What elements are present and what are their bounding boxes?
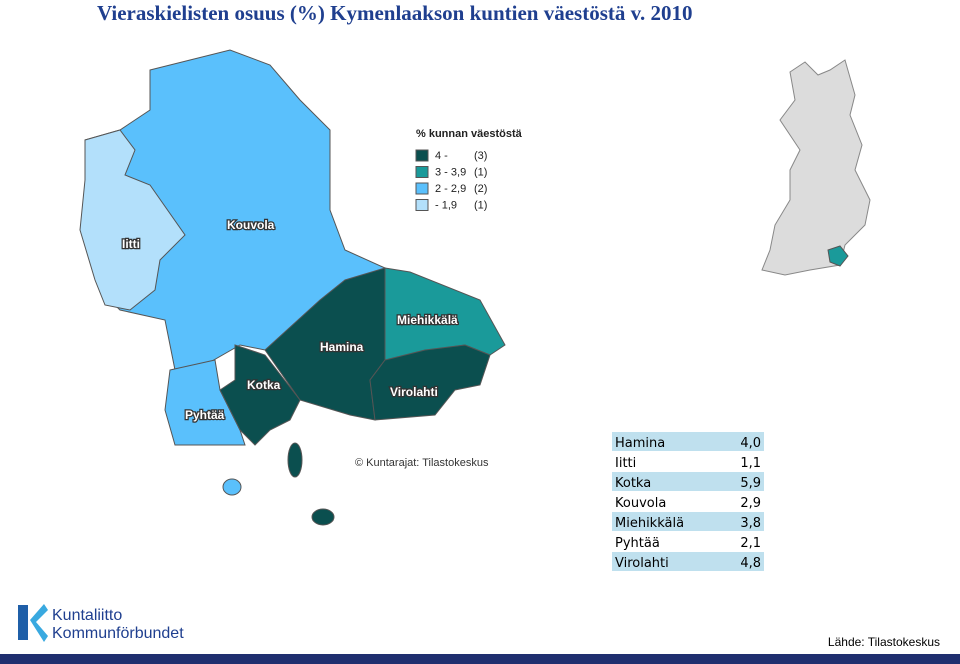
footer-bar	[0, 654, 960, 664]
credit: © Kuntarajat: Tilastokeskus	[355, 457, 489, 469]
source: Lähde: Tilastokeskus	[828, 635, 940, 649]
island	[311, 508, 335, 526]
region-label: Miehikkälä	[397, 313, 458, 327]
region-label: Iitti	[122, 237, 140, 251]
legend-count: (1)	[474, 200, 487, 212]
legend-count: (2)	[474, 183, 487, 195]
logo-text: Kommunförbundet	[52, 625, 184, 642]
table-cell: Hamina	[615, 436, 665, 451]
legend-swatch	[415, 149, 429, 162]
row-background	[612, 512, 764, 531]
legend: % kunnan väestöstä 4 - (3) 3 - 3,9 (1) 2 - 2…	[415, 128, 523, 212]
region-label: Virolahti	[390, 385, 438, 399]
map: Iitti Kouvola Pyhtää Kotka Hamina Miehik…	[79, 49, 506, 526]
legend-range: 3 - 3,9	[435, 167, 466, 179]
table-cell: 1,1	[740, 456, 761, 471]
region-pyhtaa	[164, 359, 246, 446]
region-label: Hamina	[320, 340, 364, 354]
table-cell: 2,1	[740, 536, 761, 551]
finland-inset	[761, 59, 871, 276]
data-table: Hamina 4,0 Iitti 1,1 Kotka 5,9 Kouvola 2,9 Miehi…	[612, 432, 764, 571]
logo-mark	[30, 604, 48, 642]
table-cell: Pyhtää	[615, 536, 660, 551]
table-cell: 3,8	[740, 516, 761, 531]
legend-range: 2 - 2,9	[435, 183, 466, 195]
legend-count: (3)	[474, 150, 487, 162]
table-cell: Miehikkälä	[615, 516, 684, 531]
legend-swatch	[415, 199, 429, 211]
island	[287, 442, 303, 478]
row-background	[612, 472, 764, 491]
region-label: Pyhtää	[185, 408, 225, 422]
table-cell: 4,8	[740, 556, 761, 571]
logo: Kuntaliitto Kommunförbundet	[18, 604, 184, 642]
logo-text: Kuntaliitto	[52, 607, 122, 624]
table-cell: Iitti	[615, 456, 636, 471]
title: Vieraskielisten osuus (%) Kymenlaakson k…	[97, 1, 692, 25]
island	[222, 478, 242, 496]
table-cell: 2,9	[740, 496, 761, 511]
legend-swatch	[415, 166, 429, 178]
legend-count: (1)	[474, 167, 487, 179]
region-label: Kouvola	[227, 218, 275, 232]
kymenlaakso-inset	[827, 245, 849, 267]
region-iitti	[79, 129, 186, 311]
table-cell: Kouvola	[615, 496, 666, 511]
legend-range: 4 -	[435, 150, 448, 162]
table-cell: Virolahti	[615, 556, 669, 571]
logo-mark	[18, 605, 28, 640]
row-background	[612, 432, 764, 451]
finland-outline	[761, 59, 871, 276]
legend-swatch	[415, 182, 429, 195]
region-virolahti	[369, 344, 491, 421]
legend-title: % kunnan väestöstä	[416, 128, 523, 140]
table-cell: 4,0	[740, 436, 761, 451]
table-cell: Kotka	[615, 476, 651, 491]
legend-range: - 1,9	[435, 200, 457, 212]
region-label: Kotka	[247, 378, 281, 392]
region-kotka	[219, 344, 301, 446]
table-cell: 5,9	[740, 476, 761, 491]
row-background	[612, 552, 764, 571]
